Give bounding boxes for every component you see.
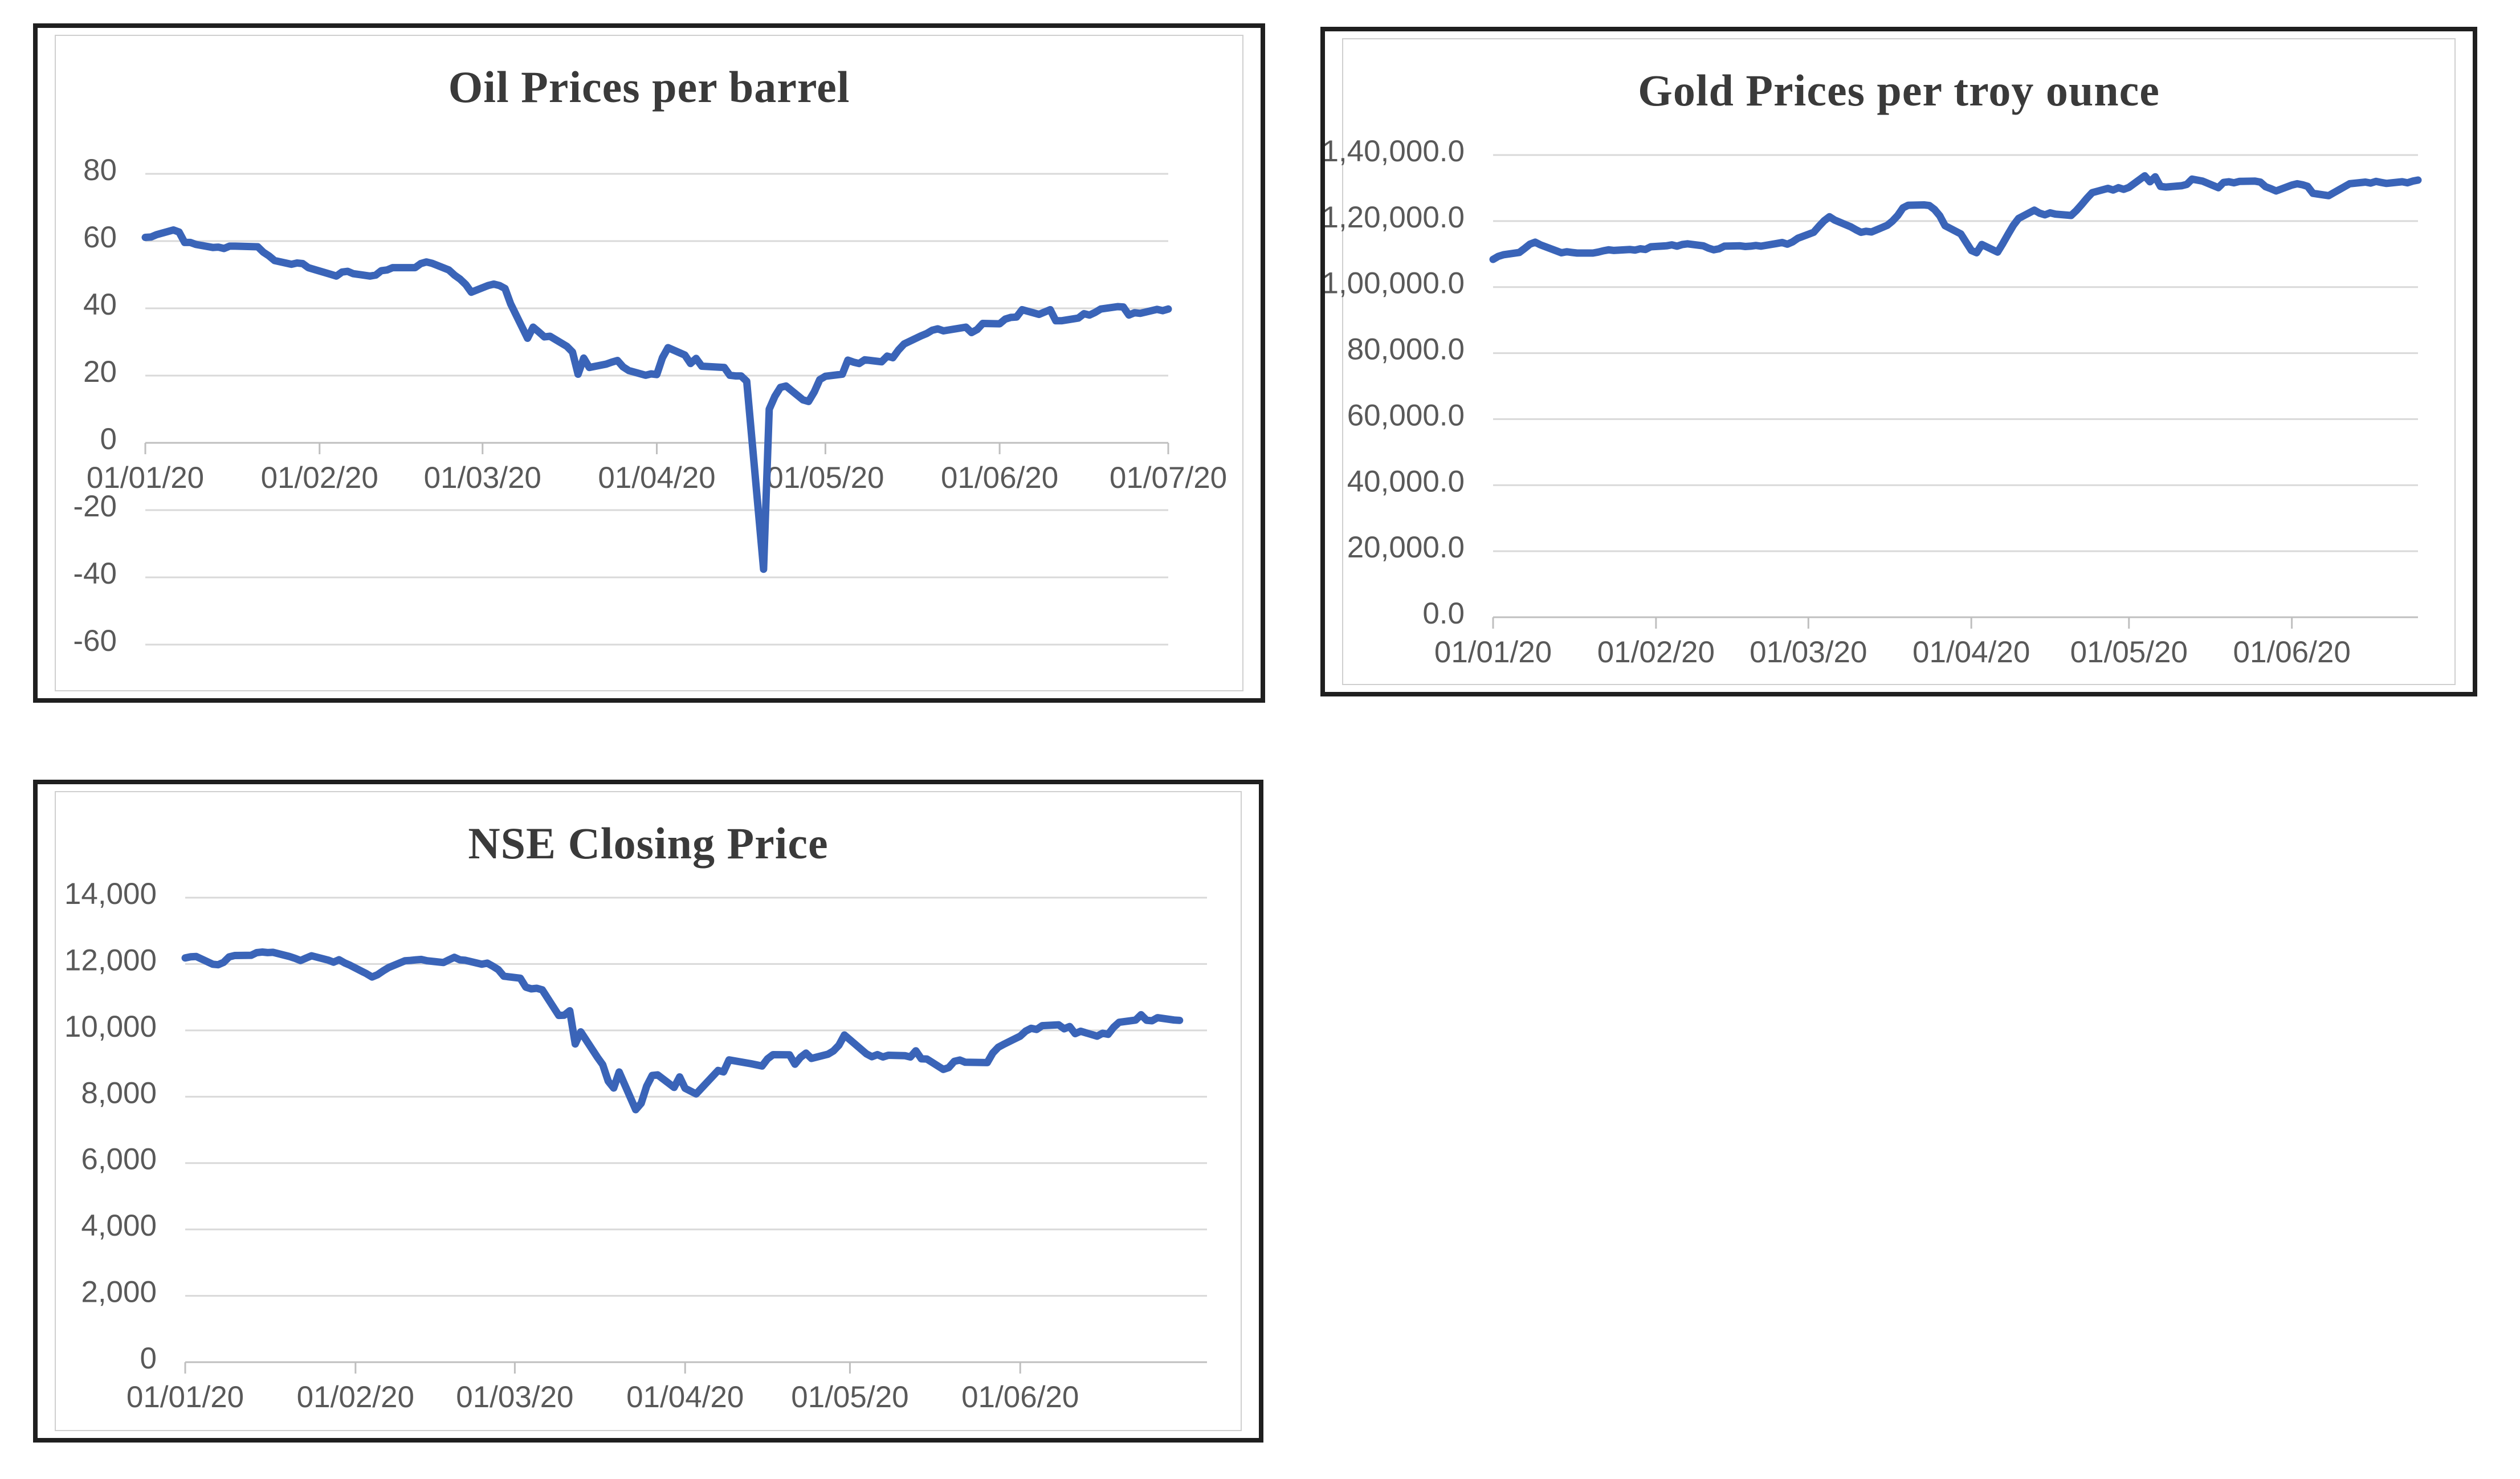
x-axis-tick-label: 01/03/20: [424, 461, 541, 495]
x-axis-tick-label: 01/04/20: [1913, 635, 2030, 669]
series-line: [1489, 172, 2422, 263]
y-axis-tick-label: 12,000: [64, 943, 157, 977]
y-axis-tick-label: 4,000: [81, 1209, 157, 1242]
x-axis-tick-label: 01/06/20: [941, 461, 1058, 495]
x-axis-tick-label: 01/06/20: [2233, 635, 2351, 669]
x-axis-tick-label: 01/07/20: [1110, 461, 1227, 495]
y-axis-tick-label: 1,20,000.0: [1325, 201, 1465, 234]
x-axis-tick-label: 01/02/20: [1597, 635, 1715, 669]
nse-closing-price-chart: NSE Closing Price 14,000 12,000 10,000 8,00…: [33, 780, 1263, 1443]
y-axis-tick-label: 80: [83, 153, 117, 187]
nse-chart-plot-area: 14,000 12,000 10,000 8,000 6,000 4,000 2,000 0 0…: [64, 877, 1207, 1414]
x-axis-tick-label: 01/05/20: [791, 1380, 908, 1414]
chart-title: Gold Prices per troy ounce: [1638, 66, 2160, 115]
gold-price-chart: Gold Prices per troy ounce 1,40,000.0 1,2…: [1320, 27, 2477, 696]
y-axis-tick-label: 14,000: [64, 877, 157, 911]
y-axis-tick-label: 1,00,000.0: [1325, 267, 1465, 300]
gold-chart-plot-area: 1,40,000.0 1,20,000.0 1,00,000.0 80,000.0 60…: [1325, 135, 2422, 669]
y-axis-tick-label: 0.0: [1422, 597, 1465, 630]
x-axis-tick-label: 01/06/20: [961, 1380, 1079, 1414]
y-axis-tick-label: 6,000: [81, 1143, 157, 1176]
y-axis-tick-label: 2,000: [81, 1276, 157, 1309]
y-axis-tick-label: 0: [140, 1342, 157, 1375]
oil-price-chart: Oil Prices per barrel 80 60 40 20 0 -20 -40 -60…: [33, 23, 1265, 703]
x-axis-tick-label: 01/01/20: [1434, 635, 1552, 669]
x-axis-tick-label: 01/05/20: [2070, 635, 2188, 669]
x-axis-tick-label: 01/02/20: [261, 461, 378, 495]
y-axis-tick-label: 20,000.0: [1347, 531, 1465, 564]
x-axis-tick-label: 01/04/20: [626, 1380, 744, 1414]
y-axis-tick-label: 20: [83, 355, 117, 389]
x-axis-tick-label: 01/02/20: [297, 1380, 414, 1414]
x-axis-tick-label: 01/05/20: [766, 461, 884, 495]
y-axis-tick-label: -40: [73, 557, 117, 590]
x-axis-tick-label: 01/01/20: [87, 461, 204, 495]
y-axis-tick-label: 60,000.0: [1347, 398, 1465, 432]
x-axis-tick-label: 01/04/20: [598, 461, 715, 495]
y-axis-tick-label: 0: [100, 422, 117, 456]
series-line: [141, 226, 1172, 573]
y-axis-tick-label: 80,000.0: [1347, 333, 1465, 366]
oil-chart-plot-area: 80 60 40 20 0 -20 -40 -60 01/01/20 01/02/20 01/03/…: [73, 153, 1227, 658]
x-axis-tick-label: 01/03/20: [1750, 635, 1867, 669]
y-axis-tick-label: 1,40,000.0: [1325, 135, 1465, 168]
y-axis-tick-label: -60: [73, 624, 117, 658]
chart-title: NSE Closing Price: [468, 818, 829, 868]
x-axis-tick-label: 01/01/20: [127, 1380, 244, 1414]
x-axis-tick-label: 01/03/20: [456, 1380, 573, 1414]
chart-title: Oil Prices per barrel: [448, 62, 850, 112]
series-line: [181, 948, 1184, 1114]
y-axis-tick-label: 60: [83, 221, 117, 254]
y-axis-tick-label: 40,000.0: [1347, 465, 1465, 498]
y-axis-tick-label: 10,000: [64, 1010, 157, 1044]
y-axis-tick-label: 40: [83, 288, 117, 321]
y-axis-tick-label: -20: [73, 490, 117, 523]
y-axis-tick-label: 8,000: [81, 1076, 157, 1110]
